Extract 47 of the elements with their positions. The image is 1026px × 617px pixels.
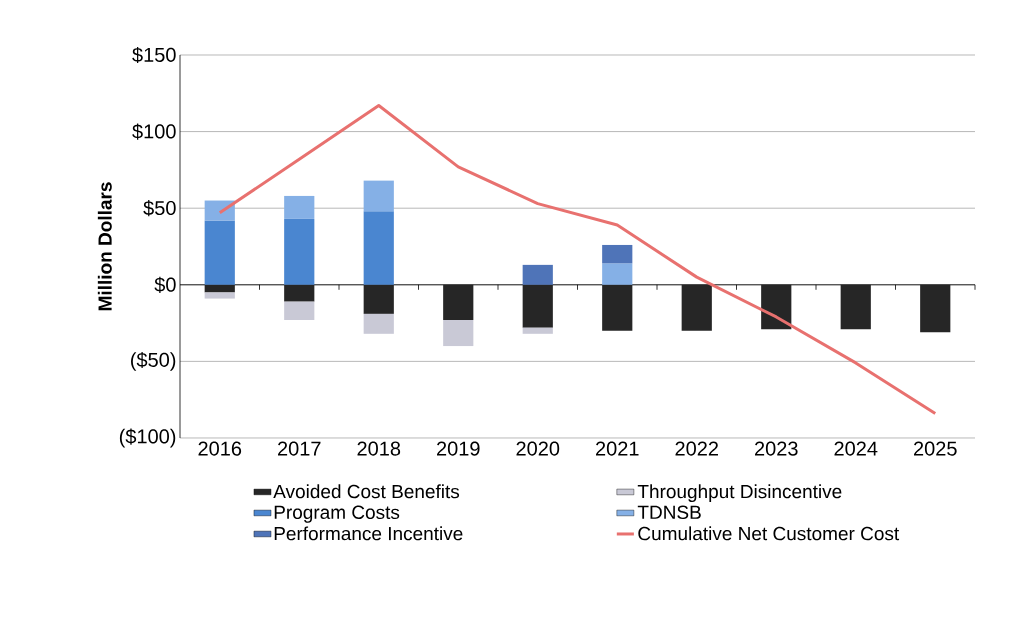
legend-label: Performance Incentive: [274, 526, 463, 541]
line-series: [218, 104, 937, 415]
bar: [761, 284, 792, 330]
bar: [284, 218, 315, 285]
x-tick-label: 2019: [437, 441, 480, 456]
bar: [363, 211, 394, 285]
x-tick-label: 2020: [516, 441, 560, 456]
legend-label: Throughput Disincentive: [637, 484, 842, 503]
x-tick-label: 2022: [675, 441, 718, 456]
bar: [284, 284, 315, 302]
y-tick-label: $100: [132, 123, 176, 140]
legend-label: TDNSB: [637, 505, 701, 520]
bar: [602, 263, 633, 285]
x-tick-label: 2016: [198, 441, 242, 456]
bar: [284, 301, 315, 321]
x-tick-label: 2021: [596, 441, 639, 456]
y-tick-label: $50: [143, 200, 176, 217]
x-tick-label: 2023: [755, 441, 798, 456]
bar: [522, 284, 553, 328]
x-tick-label: 2024: [834, 441, 878, 456]
y-tick-label: $0: [154, 276, 176, 293]
bar: [363, 180, 394, 212]
y-tick-label: ($50): [131, 351, 176, 371]
legend-label: Cumulative Net Customer Cost: [638, 526, 900, 541]
bar: [522, 264, 553, 285]
bar: [204, 284, 235, 293]
x-tick-label: 2025: [914, 441, 957, 456]
bar: [920, 284, 951, 333]
bar: [204, 220, 235, 285]
bar: [284, 195, 315, 219]
bar: [443, 284, 474, 321]
bar: [602, 284, 633, 331]
x-tick-label: 2017: [278, 441, 321, 456]
bar: [363, 284, 394, 314]
bar: [522, 327, 553, 334]
x-tick-label: 2018: [357, 441, 401, 456]
bar: [204, 292, 235, 299]
bar: [840, 284, 871, 330]
bar: [443, 320, 474, 347]
y-tick-label: $150: [132, 46, 176, 64]
bar: [681, 284, 712, 331]
bar: [602, 244, 633, 264]
legend-label: Avoided Cost Benefits: [273, 484, 460, 499]
legend-label: Program Costs: [274, 505, 400, 523]
bar: [363, 313, 394, 334]
y-tick-label: ($100): [119, 428, 176, 448]
y-axis-title: Million Dollars: [97, 182, 112, 311]
